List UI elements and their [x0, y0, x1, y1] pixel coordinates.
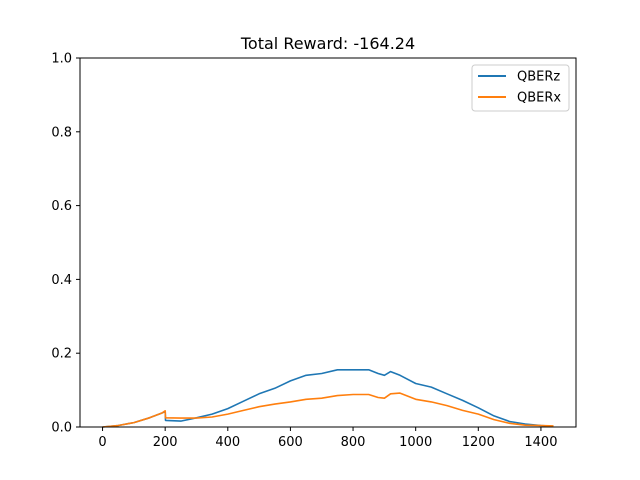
y-tick-label: 0.0: [51, 421, 72, 436]
y-tick-label: 1.0: [51, 52, 72, 67]
x-tick-label: 800: [341, 435, 366, 450]
y-tick-label: 0.4: [51, 273, 72, 288]
plot-frame: [79, 57, 577, 428]
x-tick-label: 1000: [399, 435, 432, 450]
x-tick-label: 1200: [462, 435, 495, 450]
y-tick-label: 0.8: [51, 125, 72, 140]
series-line-qberx: [102, 392, 554, 428]
x-tick-label: 1400: [524, 435, 557, 450]
x-tick-label: 0: [98, 435, 106, 450]
y-tick-label: 0.6: [51, 199, 72, 214]
y-tick-label: 0.2: [51, 347, 72, 362]
chart-title: Total Reward: -164.24: [240, 34, 415, 53]
legend: QBERz QBERx: [471, 64, 570, 112]
legend-label-qberz: QBERz: [517, 70, 560, 85]
x-tick-label: 200: [153, 435, 178, 450]
axes-layer: 0 200 400 600 800 1000 1200 1400 0.0 0.2 0.4 0.6 0.8…: [51, 52, 577, 450]
series-layer: [102, 368, 554, 428]
x-tick-label: 600: [278, 435, 303, 450]
x-tick-label: 400: [215, 435, 240, 450]
legend-label-qberx: QBERx: [517, 91, 561, 106]
